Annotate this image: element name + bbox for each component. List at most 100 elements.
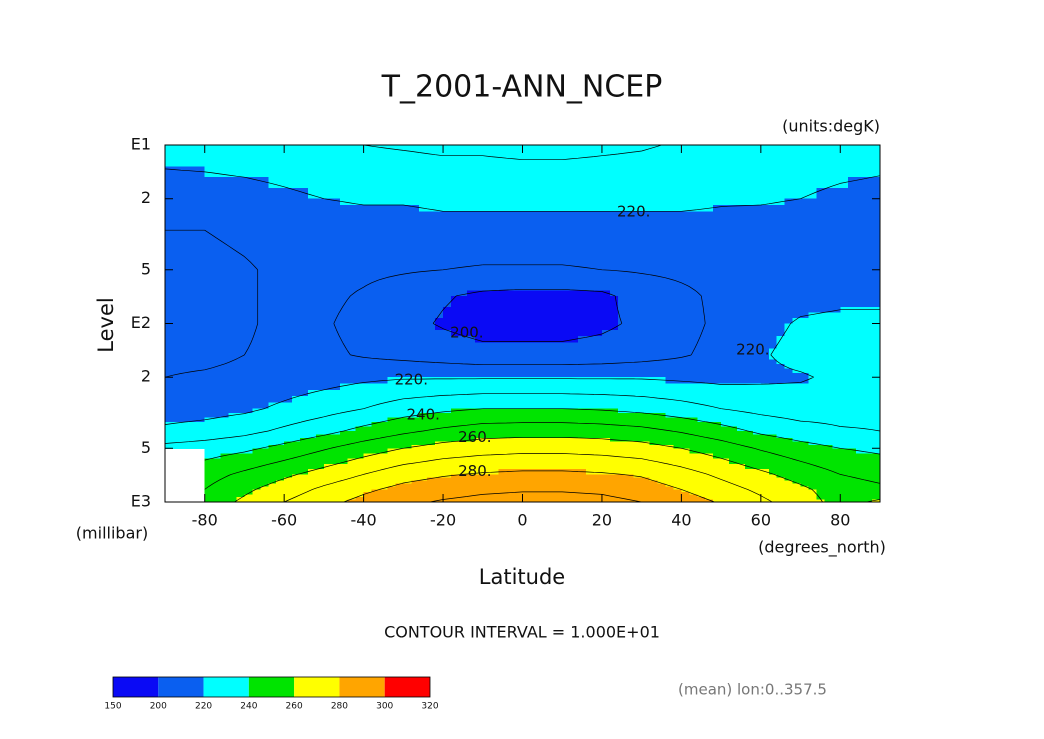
field-cell bbox=[689, 198, 698, 206]
field-cell bbox=[323, 441, 333, 446]
field-cell bbox=[490, 166, 500, 178]
field-cell bbox=[196, 198, 206, 206]
field-cell bbox=[570, 448, 579, 455]
field-cell bbox=[760, 187, 770, 200]
field-cell bbox=[466, 359, 476, 365]
field-cell bbox=[220, 290, 230, 297]
field-cell bbox=[165, 301, 174, 308]
field-cell bbox=[617, 336, 627, 343]
field-cell bbox=[673, 211, 682, 219]
field-cell bbox=[538, 306, 547, 314]
field-cell bbox=[474, 187, 484, 200]
field-cell bbox=[737, 253, 746, 263]
field-cell bbox=[784, 448, 794, 455]
field-cell bbox=[538, 155, 547, 168]
field-cell bbox=[466, 377, 476, 385]
field-cell bbox=[482, 448, 492, 455]
field-cell bbox=[864, 402, 873, 410]
field-cell bbox=[443, 448, 452, 455]
field-cell bbox=[276, 155, 285, 168]
field-cell bbox=[737, 413, 746, 419]
field-cell bbox=[212, 474, 222, 478]
field-cell bbox=[355, 217, 365, 225]
field-cell bbox=[641, 261, 651, 271]
field-cell bbox=[292, 261, 301, 271]
field-cell bbox=[387, 177, 396, 189]
field-cell bbox=[276, 290, 285, 297]
field-cell bbox=[546, 238, 555, 247]
field-cell bbox=[594, 269, 603, 276]
field-cell bbox=[220, 280, 230, 287]
field-cell bbox=[705, 306, 714, 314]
field-cell bbox=[395, 354, 404, 360]
field-cell bbox=[419, 261, 428, 271]
field-cell bbox=[530, 274, 539, 281]
field-cell bbox=[586, 187, 595, 200]
field-cell bbox=[236, 280, 246, 287]
field-cell bbox=[308, 422, 317, 428]
field-cell bbox=[641, 389, 651, 397]
field-cell bbox=[435, 274, 444, 281]
field-cell bbox=[284, 246, 293, 255]
field-cell bbox=[220, 238, 230, 247]
field-cell bbox=[315, 290, 325, 297]
field-cell bbox=[840, 323, 849, 331]
field-cell bbox=[395, 453, 404, 460]
field-cell bbox=[689, 246, 698, 255]
field-cell bbox=[808, 280, 818, 287]
field-cell bbox=[824, 402, 833, 410]
field-cell bbox=[586, 230, 595, 239]
field-cell bbox=[768, 198, 778, 206]
field-cell bbox=[856, 223, 865, 231]
field-cell bbox=[673, 422, 682, 428]
field-cell bbox=[188, 295, 198, 302]
field-cell bbox=[379, 211, 389, 219]
field-cell bbox=[617, 413, 627, 419]
field-cell bbox=[236, 372, 246, 378]
field-cell bbox=[562, 280, 571, 287]
field-cell bbox=[363, 463, 373, 470]
field-cell bbox=[840, 422, 849, 428]
field-cell bbox=[554, 354, 563, 360]
field-cell bbox=[808, 177, 818, 189]
field-cell bbox=[776, 155, 786, 168]
field-cell bbox=[482, 205, 492, 212]
field-cell bbox=[840, 223, 849, 231]
field-cell bbox=[760, 359, 770, 365]
field-cell bbox=[744, 430, 754, 436]
field-cell bbox=[744, 329, 754, 337]
units-label: (units:degK) bbox=[782, 117, 880, 136]
field-cell bbox=[601, 448, 611, 455]
field-cell bbox=[268, 274, 277, 281]
field-cell bbox=[737, 323, 746, 331]
field-cell bbox=[768, 408, 778, 414]
field-cell bbox=[252, 217, 261, 225]
field-cell bbox=[594, 377, 603, 385]
field-cell bbox=[649, 269, 659, 276]
field-cell bbox=[546, 295, 555, 302]
field-cell bbox=[363, 348, 373, 356]
field-cell bbox=[744, 354, 754, 360]
field-cell bbox=[506, 177, 516, 189]
field-cell bbox=[435, 306, 444, 314]
field-cell bbox=[196, 223, 206, 231]
field-cell bbox=[514, 246, 524, 255]
field-cell bbox=[617, 363, 627, 369]
field-cell bbox=[768, 217, 778, 225]
field-cell bbox=[816, 383, 825, 391]
field-cell bbox=[530, 448, 539, 455]
field-cell bbox=[339, 437, 349, 442]
field-cell bbox=[363, 434, 373, 439]
field-cell bbox=[864, 396, 873, 403]
field-cell bbox=[744, 285, 754, 292]
field-cell bbox=[196, 396, 206, 403]
field-cell bbox=[570, 359, 579, 365]
field-cell bbox=[689, 383, 698, 391]
field-cell bbox=[292, 323, 301, 331]
field-cell bbox=[196, 217, 206, 225]
field-cell bbox=[594, 211, 603, 219]
field-cell bbox=[752, 317, 762, 325]
field-cell bbox=[482, 238, 492, 247]
field-cell bbox=[458, 205, 468, 212]
field-cell bbox=[737, 285, 746, 292]
